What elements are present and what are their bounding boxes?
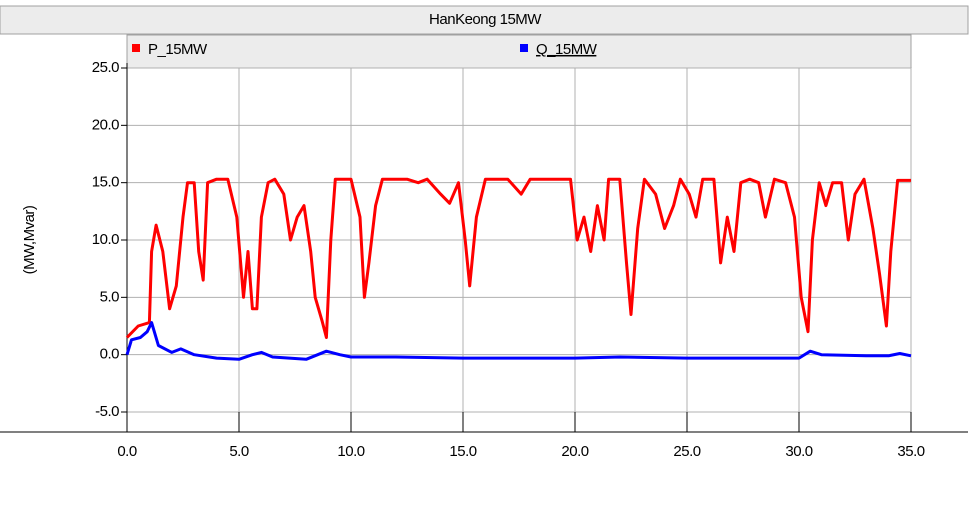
- y-tick-label: -5.0: [95, 403, 119, 420]
- legend-bar: [126, 34, 912, 69]
- x-tick-label: 20.0: [561, 443, 588, 460]
- series-line: [125, 177, 911, 339]
- y-tick-label: 5.0: [100, 288, 120, 305]
- y-tick-label: 20.0: [92, 116, 119, 133]
- legend-label: P_15MW: [148, 41, 208, 58]
- chart-title: HanKeong 15MW: [429, 11, 542, 28]
- x-tick-label: 30.0: [785, 443, 812, 460]
- x-tick-label: 35.0: [897, 443, 924, 460]
- y-tick-label: 15.0: [92, 174, 119, 191]
- x-tick-label: 10.0: [337, 443, 364, 460]
- legend-swatch: [520, 44, 528, 52]
- y-tick-label: 0.0: [100, 346, 120, 363]
- y-tick-label: 25.0: [92, 59, 119, 76]
- x-tick-label: 0.0: [117, 443, 137, 460]
- x-tick-label: 25.0: [673, 443, 700, 460]
- x-tick-label: 5.0: [229, 443, 249, 460]
- title-bar: [0, 5, 969, 35]
- series-line: [125, 321, 912, 361]
- legend-swatch: [132, 44, 140, 52]
- y-axis-label: (MW,Mvar): [21, 205, 38, 274]
- legend-label: Q_15MW: [536, 41, 598, 58]
- x-tick-label: 15.0: [449, 443, 476, 460]
- y-tick-label: 10.0: [92, 231, 119, 248]
